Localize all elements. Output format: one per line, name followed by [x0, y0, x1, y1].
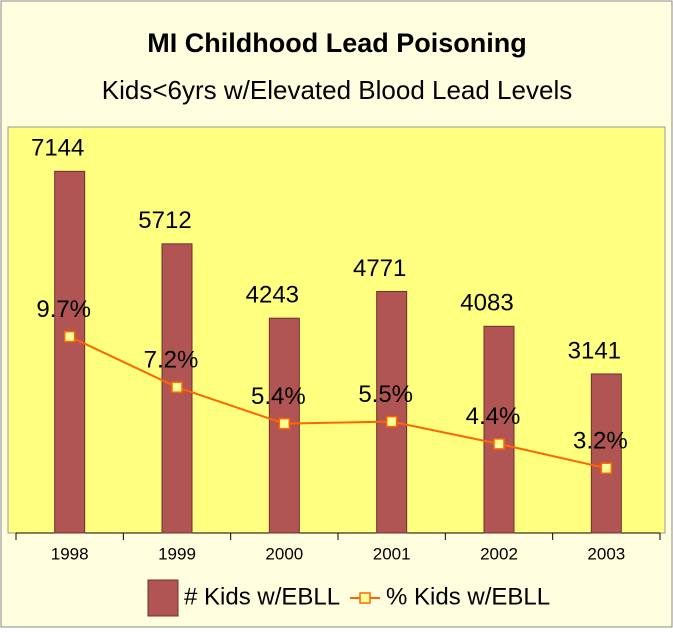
- legend-marker: [359, 592, 371, 604]
- marker: [171, 381, 183, 393]
- data-label: 5.5%: [358, 381, 413, 408]
- data-label: 9.7%: [36, 296, 91, 323]
- legend-label: # Kids w/EBLL: [184, 583, 340, 610]
- x-tick-label: 2001: [373, 544, 411, 563]
- data-label: 5.4%: [251, 383, 306, 410]
- data-label: 3141: [568, 337, 621, 364]
- marker: [385, 415, 398, 428]
- data-label: 4771: [353, 255, 406, 282]
- plot-area: [7, 126, 666, 534]
- x-tick-label: 2000: [265, 544, 303, 563]
- legend-swatch: [147, 579, 179, 617]
- chart-subtitle: Kids<6yrs w/Elevated Blood Lead Levels: [102, 75, 572, 105]
- data-label: 4.4%: [466, 403, 521, 430]
- line: [69, 335, 607, 470]
- data-label: 7.2%: [144, 347, 199, 374]
- data-label: 4243: [246, 282, 299, 309]
- data-label: 7144: [31, 135, 84, 162]
- x-tick-label: 2002: [480, 544, 518, 563]
- bar: [590, 373, 622, 534]
- x-tick-label: 2003: [587, 544, 625, 563]
- legend-label: % Kids w/EBLL: [386, 583, 550, 610]
- marker: [493, 438, 505, 450]
- bar: [376, 290, 408, 534]
- chart-title: MI Childhood Lead Poisoning: [147, 28, 526, 58]
- data-label: 5712: [138, 207, 191, 234]
- marker: [278, 417, 291, 430]
- marker: [600, 462, 613, 474]
- data-label: 3.2%: [573, 428, 628, 455]
- bar: [483, 325, 515, 534]
- marker: [63, 330, 76, 343]
- bar: [54, 170, 86, 534]
- data-label: 4083: [460, 290, 513, 317]
- x-tick-label: 1999: [158, 544, 196, 563]
- x-tick-label: 1998: [51, 544, 89, 563]
